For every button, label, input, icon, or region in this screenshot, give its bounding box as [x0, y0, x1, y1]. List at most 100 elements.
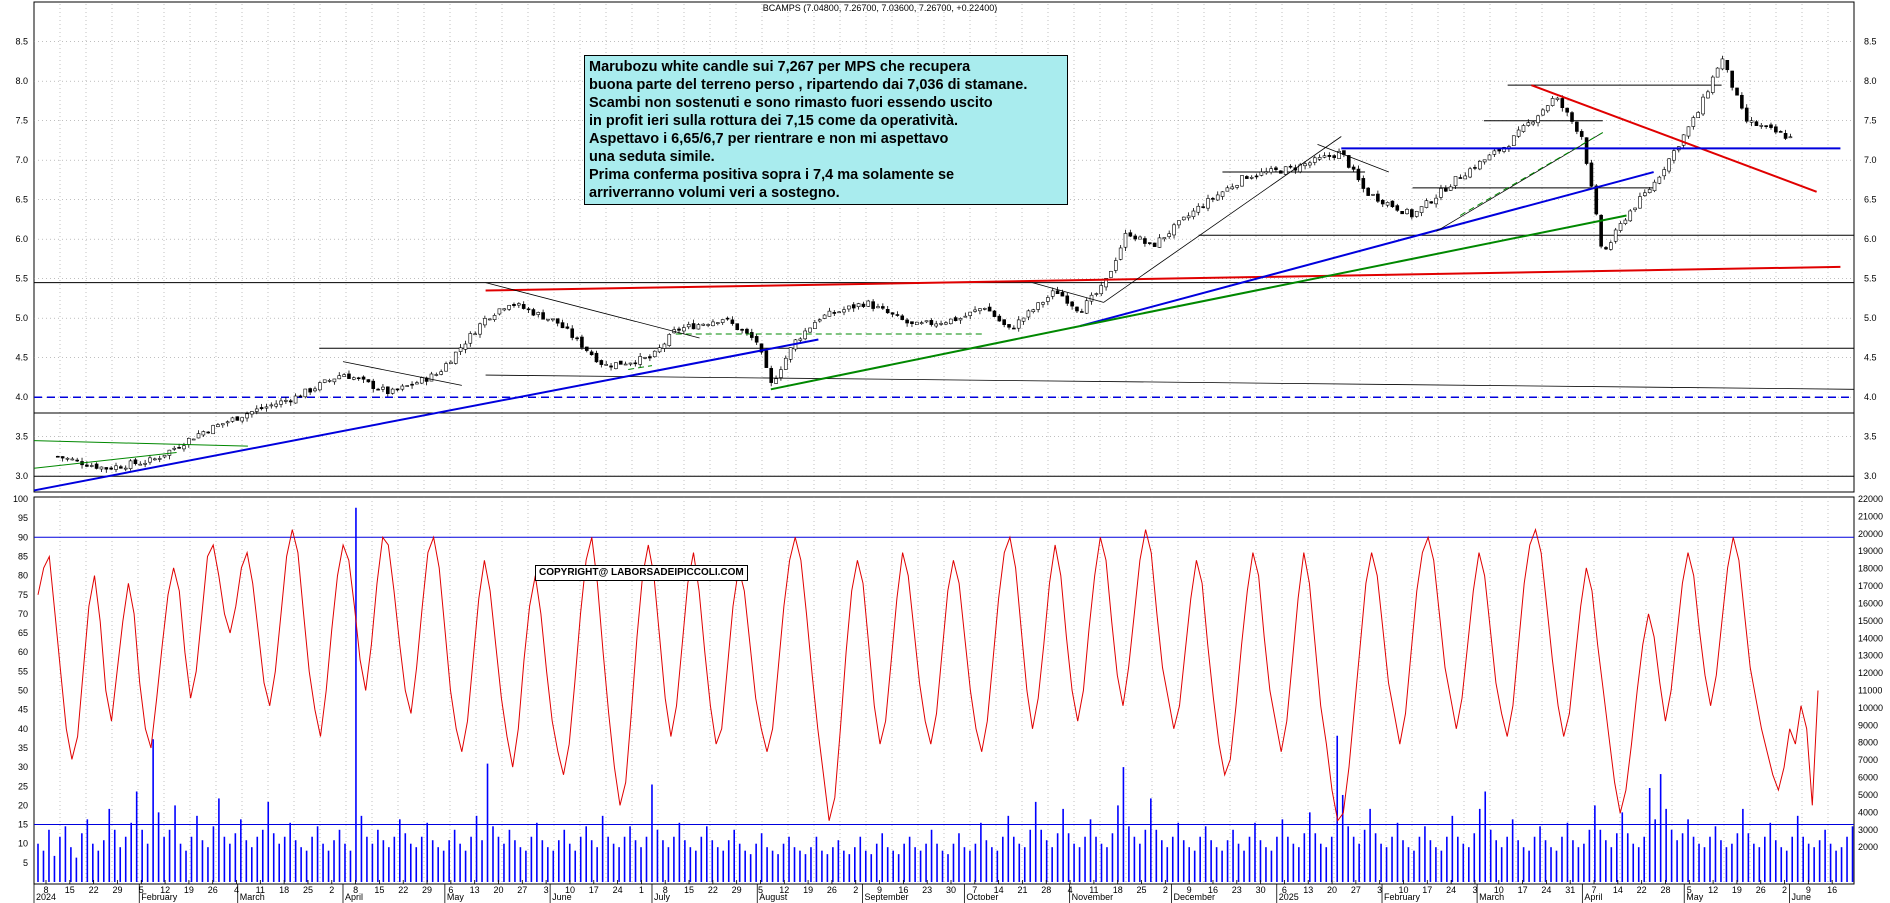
candle-body	[657, 347, 662, 353]
volume-tick-label: 4000	[1858, 807, 1878, 817]
x-month-label: April	[345, 892, 363, 902]
candle-body	[1128, 232, 1133, 237]
candle-body	[1769, 124, 1773, 128]
candle-body	[1060, 292, 1065, 297]
candle	[1672, 148, 1676, 164]
candle	[881, 303, 885, 310]
candle-body	[1511, 135, 1516, 146]
candle	[1686, 126, 1691, 139]
candle-body	[1740, 94, 1744, 109]
candle	[1312, 155, 1317, 166]
candle-body	[953, 317, 958, 322]
candle-body	[128, 460, 133, 469]
candle	[1545, 105, 1550, 113]
candle	[1118, 245, 1123, 261]
candle	[890, 312, 895, 318]
candle	[458, 343, 463, 356]
candle-body	[730, 319, 735, 324]
candle-body	[1477, 160, 1482, 170]
candle-body	[143, 463, 147, 465]
candlesticks	[55, 55, 1793, 473]
x-axis: 8 15 22 29 5 12 19 26 4 11 18 25 2 8 15 22 29 6 13 20 27 3 10 1…	[33, 880, 1837, 903]
candle	[1021, 317, 1026, 325]
candle-body	[1710, 76, 1715, 93]
candle	[381, 383, 385, 393]
volume-tick-label: 22000	[1858, 494, 1883, 504]
volume-tick-label: 11000	[1858, 686, 1882, 696]
volume-tick-label: 18000	[1858, 564, 1883, 574]
candle-body	[1308, 162, 1312, 166]
candle	[958, 317, 963, 324]
candle-body	[240, 417, 244, 422]
candle-body	[1643, 192, 1647, 196]
candle-body	[1143, 238, 1147, 244]
candle	[1652, 179, 1657, 193]
volume-tick-label: 3000	[1858, 825, 1878, 835]
candle-body	[652, 350, 657, 358]
candle-body	[1089, 294, 1094, 302]
x-month-label: March	[1479, 892, 1504, 902]
candle-body	[1351, 166, 1356, 170]
candle-body	[60, 456, 65, 459]
candle	[410, 381, 414, 389]
candle-body	[1118, 247, 1123, 260]
candle	[65, 457, 70, 462]
candle	[235, 416, 240, 421]
channel-line	[1032, 282, 1104, 303]
candle	[1764, 125, 1768, 129]
candle-body	[1036, 302, 1040, 310]
candle-body	[94, 463, 99, 469]
volume-tick-label: 15000	[1858, 616, 1883, 626]
candle	[628, 362, 633, 367]
candle	[279, 397, 283, 408]
annotation-line: in profit ieri sulla rottura dei 7,15 co…	[589, 113, 959, 129]
candle-body	[1570, 112, 1574, 122]
candle	[293, 393, 298, 404]
oscillator-line	[37, 527, 1819, 822]
candle	[492, 313, 497, 322]
oscillator-tick-label: 20	[18, 800, 28, 810]
x-day-label: 22	[398, 885, 408, 895]
chart-title: BCAMPS (7.04800, 7.26700, 7.03600, 7.267…	[763, 3, 997, 13]
candle	[1594, 184, 1599, 216]
x-day-label: 2	[853, 885, 858, 895]
candle-body	[987, 306, 992, 312]
oscillator-tick-label: 45	[18, 705, 28, 715]
candle-body	[487, 318, 492, 321]
candle	[1570, 111, 1574, 124]
candle-body	[948, 318, 953, 325]
candle-body	[1439, 188, 1443, 198]
candle-body	[439, 371, 443, 375]
candle-body	[803, 330, 807, 340]
candle-body	[1502, 147, 1506, 152]
volume-tick-label: 7000	[1858, 755, 1878, 765]
x-month-label: October	[966, 892, 998, 902]
candle-body	[361, 376, 366, 380]
candle-body	[536, 312, 541, 315]
y-tick-label: 6.5	[15, 195, 28, 205]
candle	[570, 325, 575, 341]
candle-body	[1046, 297, 1050, 302]
candle	[1633, 207, 1637, 213]
candle	[779, 366, 783, 381]
x-month-label: June	[1791, 892, 1811, 902]
candle	[1769, 122, 1773, 130]
candle	[1147, 242, 1152, 246]
y-tick-label: 3.5	[1864, 432, 1877, 442]
candle-body	[677, 328, 681, 331]
candle-body	[861, 303, 866, 307]
candle	[356, 376, 361, 381]
candle-body	[885, 309, 890, 314]
x-day-label: 3	[544, 885, 549, 895]
x-month-label: June	[552, 892, 572, 902]
x-day-label: 5	[758, 885, 763, 895]
volume-tick-label: 2000	[1858, 842, 1878, 852]
candle	[1589, 159, 1594, 188]
candle-body	[580, 336, 584, 348]
candle	[1215, 191, 1220, 201]
candle	[1667, 158, 1671, 174]
y-tick-label: 8.5	[15, 37, 28, 47]
candle-body	[1458, 177, 1463, 179]
x-day-label: 15	[684, 885, 694, 895]
annotation-line: una seduta simile.	[589, 149, 715, 165]
